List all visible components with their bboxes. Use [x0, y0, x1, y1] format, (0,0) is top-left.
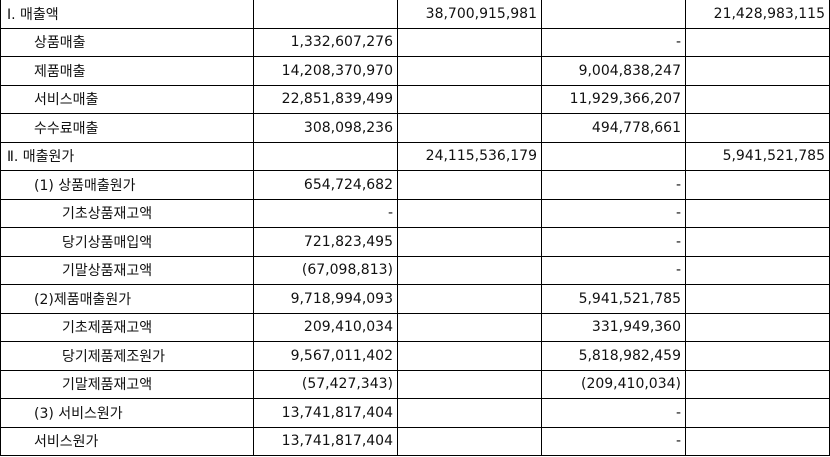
cell-current-detail: 1,332,607,276: [253, 27, 398, 57]
table-row: 서비스매출 22,851,839,499 11,929,366,207: [0, 84, 830, 114]
cell-prior-detail: [541, 141, 686, 171]
row-label: 수수료매출: [0, 113, 254, 143]
cell-current-detail: 14,208,370,970: [253, 56, 398, 86]
row-label: (2)제품매출원가: [0, 284, 254, 314]
cell-prior-total: [685, 27, 830, 57]
row-label: 상품매출: [0, 27, 254, 57]
cell-current-detail: 9,567,011,402: [253, 341, 398, 371]
cell-prior-total: [685, 398, 830, 428]
row-label: 서비스원가: [0, 426, 254, 456]
cell-current-detail: 22,851,839,499: [253, 84, 398, 114]
cell-current-total: [397, 56, 542, 86]
cell-current-total: [397, 398, 542, 428]
cell-prior-total: [685, 284, 830, 314]
cell-prior-total: [685, 426, 830, 456]
cell-prior-detail: [541, 0, 686, 29]
cell-prior-detail: 11,929,366,207: [541, 84, 686, 114]
cell-prior-total: [685, 56, 830, 86]
row-label: 서비스매출: [0, 84, 254, 114]
cell-prior-detail: -: [541, 227, 686, 257]
row-label: Ⅰ. 매출액: [0, 0, 254, 29]
cell-prior-detail: 331,949,360: [541, 312, 686, 342]
cell-prior-detail: -: [541, 398, 686, 428]
cell-current-total: [397, 369, 542, 399]
row-label: 제품매출: [0, 56, 254, 86]
row-label: 당기제품제조원가: [0, 341, 254, 371]
cell-current-detail: (67,098,813): [253, 255, 398, 285]
cell-current-total: [397, 426, 542, 456]
table-row: 당기상품매입액 721,823,495 -: [0, 227, 830, 257]
cell-current-total: 38,700,915,981: [397, 0, 542, 29]
cell-prior-detail: -: [541, 27, 686, 57]
cell-current-detail: 13,741,817,404: [253, 426, 398, 456]
table-row: 기말상품재고액 (67,098,813) -: [0, 255, 830, 285]
cell-prior-total: 21,428,983,115: [685, 0, 830, 29]
cell-prior-detail: -: [541, 255, 686, 285]
cell-current-total: 24,115,536,179: [397, 141, 542, 171]
cell-current-total: [397, 341, 542, 371]
row-label: (3) 서비스원가: [0, 398, 254, 428]
cell-prior-total: [685, 84, 830, 114]
table-row: 기초상품재고액 - -: [0, 198, 830, 228]
row-label: (1) 상품매출원가: [0, 170, 254, 200]
cell-current-total: [397, 227, 542, 257]
row-label: 기초상품재고액: [0, 198, 254, 228]
cell-current-detail: 13,741,817,404: [253, 398, 398, 428]
row-label: 기초제품재고액: [0, 312, 254, 342]
cell-current-total: [397, 284, 542, 314]
cell-current-detail: -: [253, 198, 398, 228]
table-row: (3) 서비스원가 13,741,817,404 -: [0, 398, 830, 428]
cell-prior-detail: 5,941,521,785: [541, 284, 686, 314]
row-label: Ⅱ. 매출원가: [0, 141, 254, 171]
table-row: 상품매출 1,332,607,276 -: [0, 27, 830, 57]
cell-current-detail: 721,823,495: [253, 227, 398, 257]
table-row: Ⅱ. 매출원가 24,115,536,179 5,941,521,785: [0, 141, 830, 171]
cell-current-total: [397, 312, 542, 342]
row-label: 기말상품재고액: [0, 255, 254, 285]
table-row: 수수료매출 308,098,236 494,778,661: [0, 113, 830, 143]
cell-prior-detail: -: [541, 198, 686, 228]
cell-prior-total: 5,941,521,785: [685, 141, 830, 171]
table-row: 기초제품재고액 209,410,034 331,949,360: [0, 312, 830, 342]
table-row: Ⅰ. 매출액 38,700,915,981 21,428,983,115: [0, 0, 830, 29]
table-row: (2)제품매출원가 9,718,994,093 5,941,521,785: [0, 284, 830, 314]
cell-prior-detail: 494,778,661: [541, 113, 686, 143]
table-row: 서비스원가 13,741,817,404 -: [0, 426, 830, 456]
cell-prior-total: [685, 113, 830, 143]
table-row: 당기제품제조원가 9,567,011,402 5,818,982,459: [0, 341, 830, 371]
cell-prior-detail: (209,410,034): [541, 369, 686, 399]
cell-current-detail: [253, 141, 398, 171]
cell-prior-total: [685, 341, 830, 371]
cell-current-total: [397, 255, 542, 285]
table-row: (1) 상품매출원가 654,724,682 -: [0, 170, 830, 200]
cell-current-detail: 209,410,034: [253, 312, 398, 342]
cell-prior-detail: 5,818,982,459: [541, 341, 686, 371]
cell-prior-total: [685, 170, 830, 200]
cell-current-total: [397, 198, 542, 228]
cell-prior-detail: -: [541, 170, 686, 200]
cell-prior-total: [685, 198, 830, 228]
cell-current-total: [397, 84, 542, 114]
table-row: 기말제품재고액 (57,427,343) (209,410,034): [0, 369, 830, 399]
cell-current-detail: 308,098,236: [253, 113, 398, 143]
cell-current-detail: [253, 0, 398, 29]
cell-prior-detail: -: [541, 426, 686, 456]
cell-prior-total: [685, 312, 830, 342]
cell-prior-detail: 9,004,838,247: [541, 56, 686, 86]
cell-prior-total: [685, 255, 830, 285]
cell-prior-total: [685, 369, 830, 399]
cell-current-total: [397, 113, 542, 143]
cell-current-detail: 654,724,682: [253, 170, 398, 200]
row-label: 기말제품재고액: [0, 369, 254, 399]
cell-current-total: [397, 170, 542, 200]
cell-prior-total: [685, 227, 830, 257]
cell-current-detail: 9,718,994,093: [253, 284, 398, 314]
row-label: 당기상품매입액: [0, 227, 254, 257]
cell-current-total: [397, 27, 542, 57]
cell-current-detail: (57,427,343): [253, 369, 398, 399]
table-row: 제품매출 14,208,370,970 9,004,838,247: [0, 56, 830, 86]
